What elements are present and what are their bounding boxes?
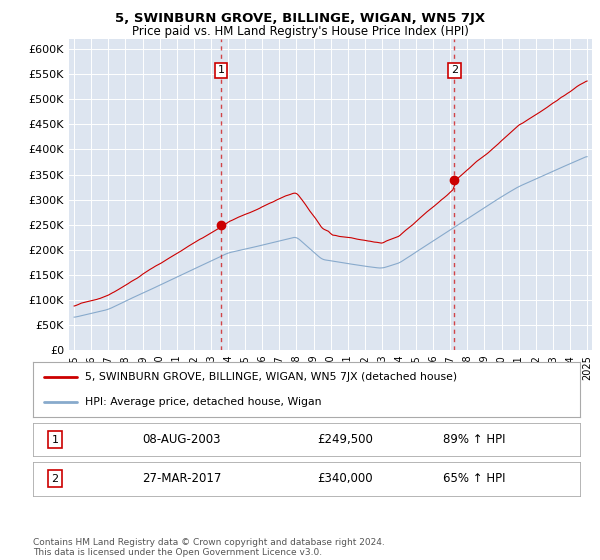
Text: 2: 2 — [52, 474, 58, 484]
Text: Price paid vs. HM Land Registry's House Price Index (HPI): Price paid vs. HM Land Registry's House … — [131, 25, 469, 38]
Text: £249,500: £249,500 — [317, 433, 373, 446]
Text: 65% ↑ HPI: 65% ↑ HPI — [443, 472, 506, 486]
Text: 08-AUG-2003: 08-AUG-2003 — [142, 433, 221, 446]
Text: 5, SWINBURN GROVE, BILLINGE, WIGAN, WN5 7JX (detached house): 5, SWINBURN GROVE, BILLINGE, WIGAN, WN5 … — [85, 372, 457, 382]
Text: Contains HM Land Registry data © Crown copyright and database right 2024.
This d: Contains HM Land Registry data © Crown c… — [33, 538, 385, 557]
Text: 89% ↑ HPI: 89% ↑ HPI — [443, 433, 506, 446]
Text: 27-MAR-2017: 27-MAR-2017 — [142, 472, 222, 486]
Text: £340,000: £340,000 — [317, 472, 373, 486]
Text: 5, SWINBURN GROVE, BILLINGE, WIGAN, WN5 7JX: 5, SWINBURN GROVE, BILLINGE, WIGAN, WN5 … — [115, 12, 485, 25]
Text: 1: 1 — [218, 66, 224, 75]
Text: HPI: Average price, detached house, Wigan: HPI: Average price, detached house, Wiga… — [85, 398, 322, 407]
Text: 2: 2 — [451, 66, 458, 75]
Text: 1: 1 — [52, 435, 58, 445]
